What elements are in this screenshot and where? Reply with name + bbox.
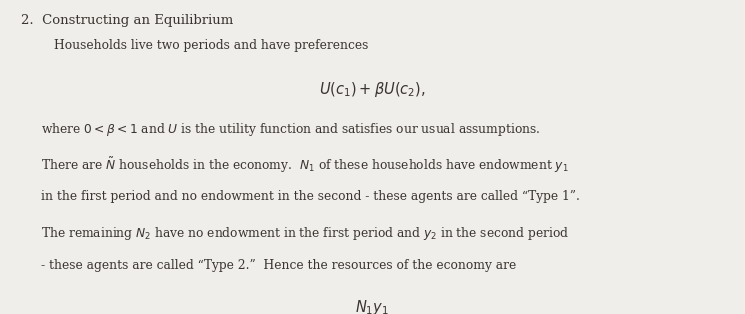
Text: $N_1 y_1$: $N_1 y_1$ xyxy=(355,298,390,314)
Text: Households live two periods and have preferences: Households live two periods and have pre… xyxy=(54,39,368,52)
Text: $U(c_1) + \beta U(c_2),$: $U(c_1) + \beta U(c_2),$ xyxy=(319,80,426,99)
Text: There are $\tilde{N}$ households in the economy.  $N_1$ of these households have: There are $\tilde{N}$ households in the … xyxy=(41,155,568,175)
Text: 2.  Constructing an Equilibrium: 2. Constructing an Equilibrium xyxy=(21,14,233,27)
Text: The remaining $N_2$ have no endowment in the first period and $y_2$ in the secon: The remaining $N_2$ have no endowment in… xyxy=(41,225,569,241)
Text: - these agents are called “Type 2.”  Hence the resources of the economy are: - these agents are called “Type 2.” Henc… xyxy=(41,259,516,272)
Text: where $0 < \beta < 1$ and $U$ is the utility function and satisfies our usual as: where $0 < \beta < 1$ and $U$ is the uti… xyxy=(41,121,540,138)
Text: in the first period and no endowment in the second - these agents are called “Ty: in the first period and no endowment in … xyxy=(41,190,580,203)
